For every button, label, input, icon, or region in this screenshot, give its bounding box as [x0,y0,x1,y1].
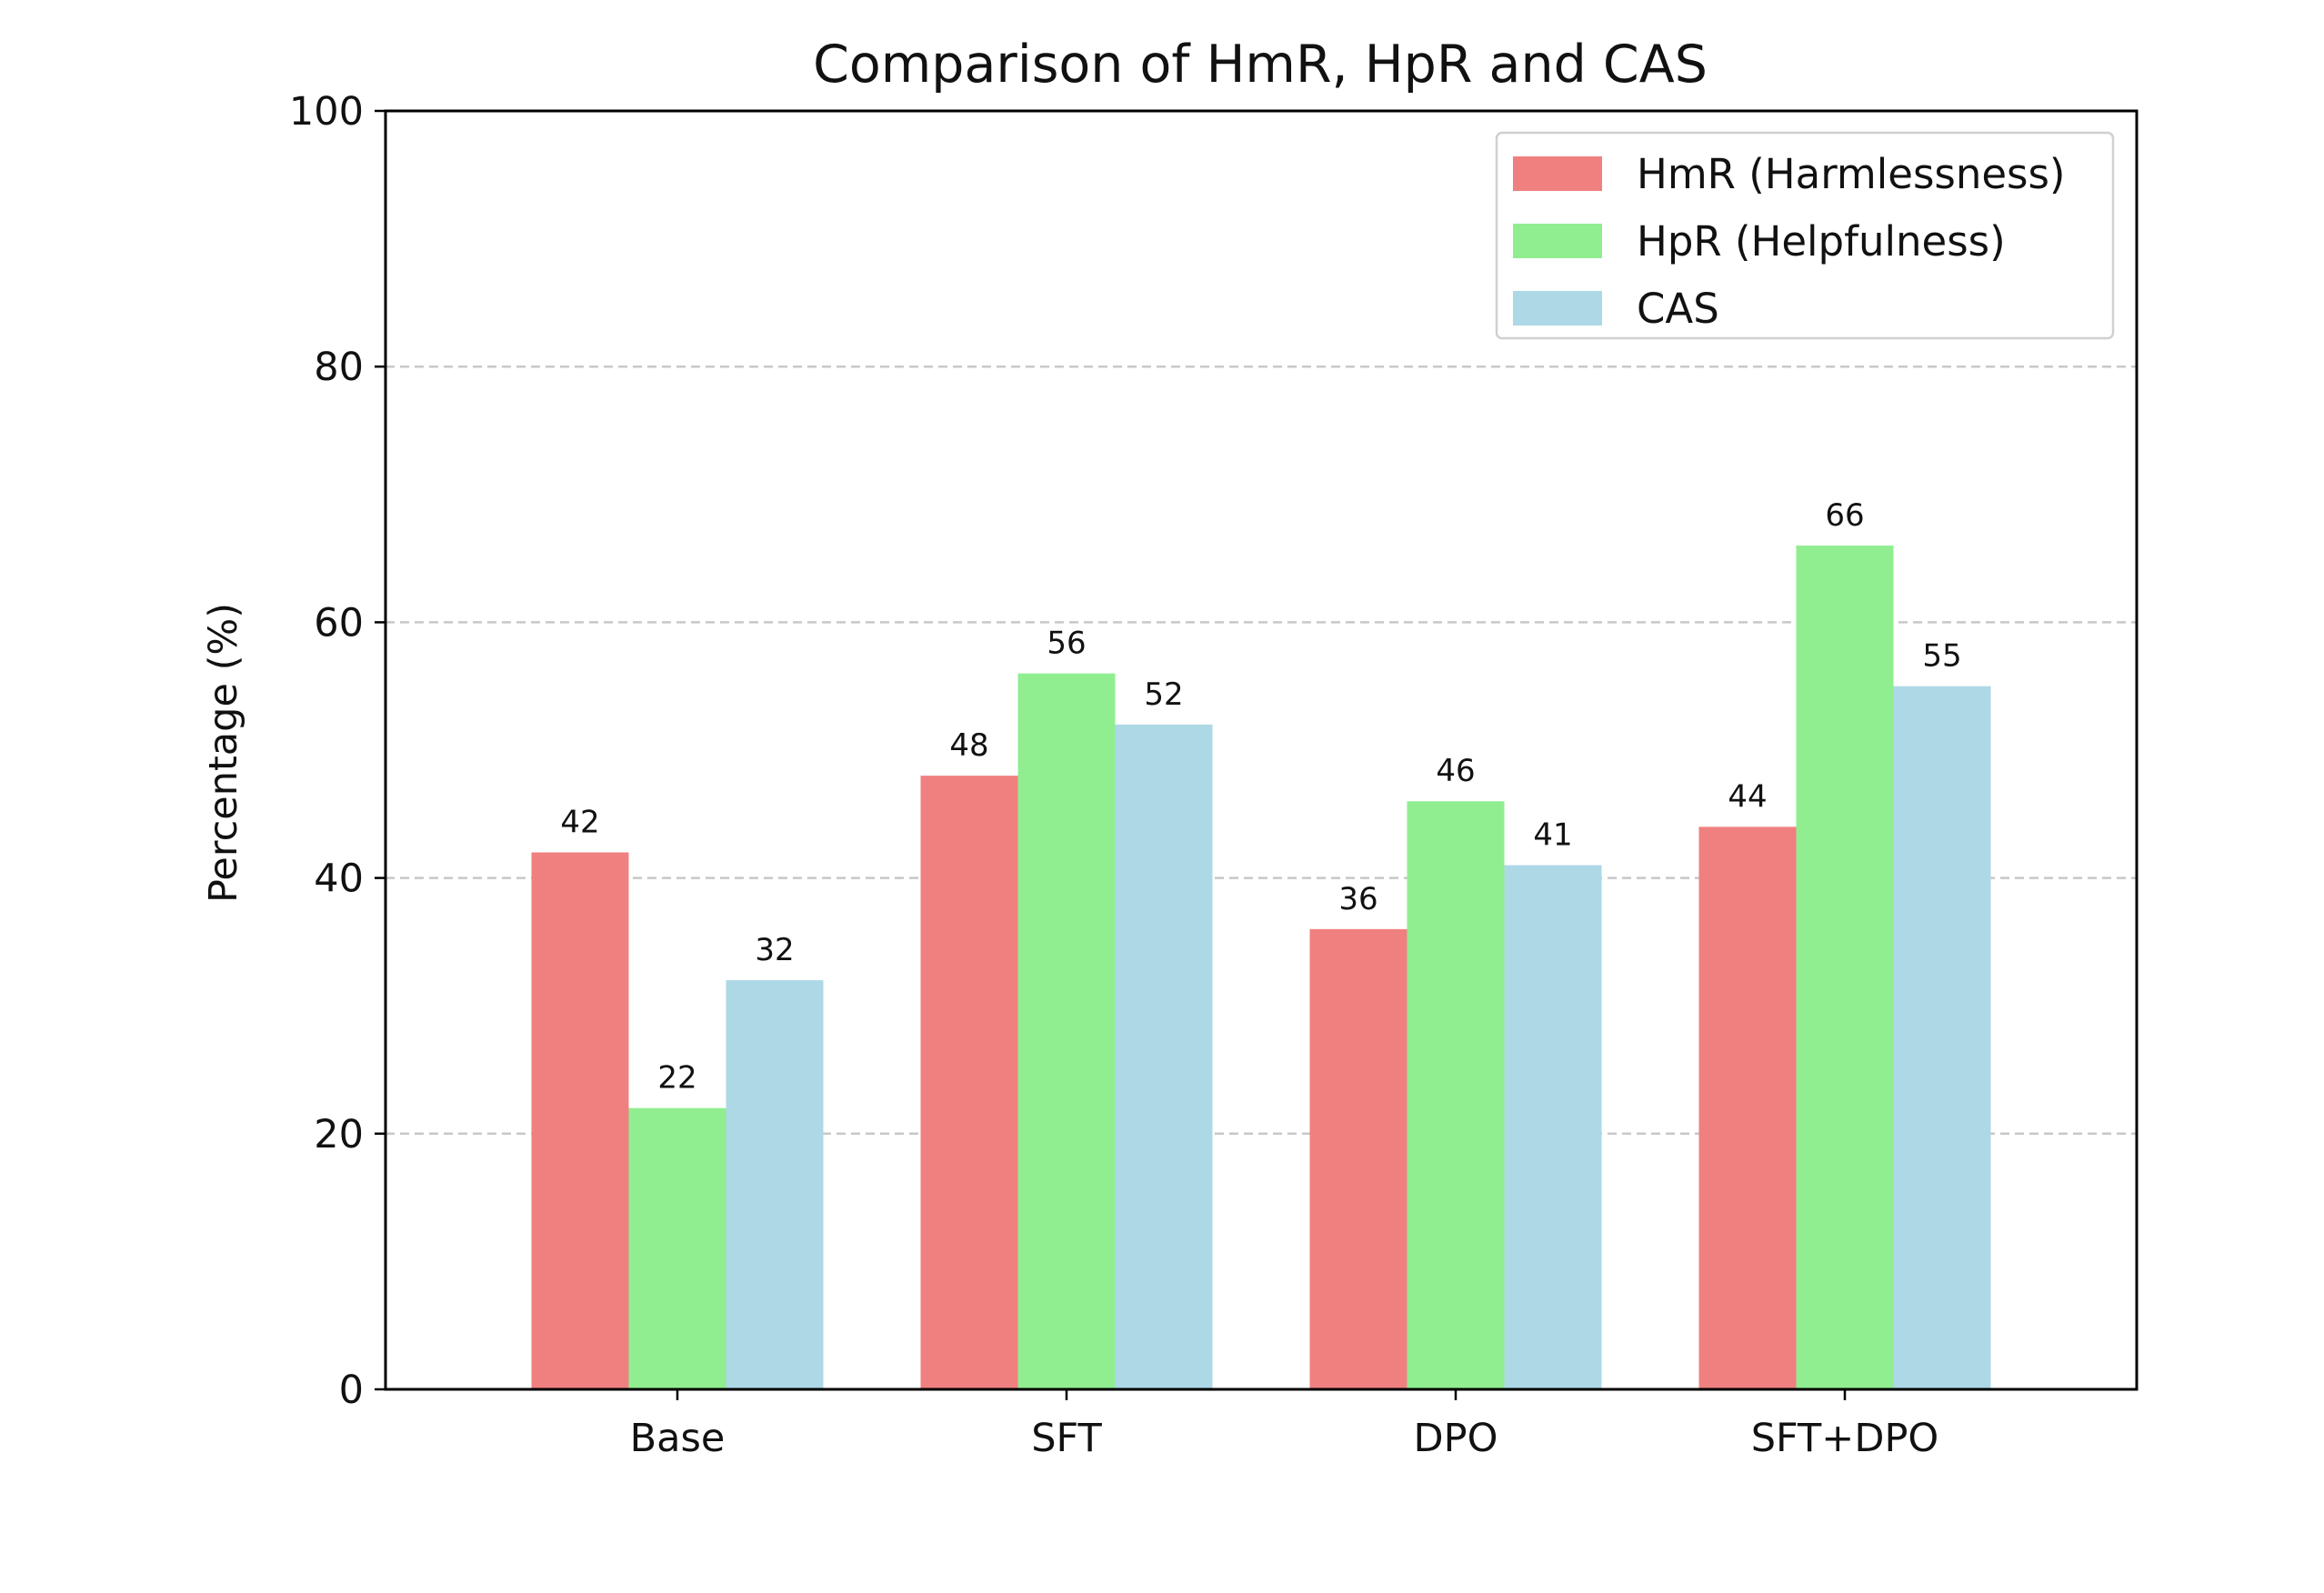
axes-layer: Base SFT DPO SFT+DPO 0 20 40 60 80 100 [289,89,2139,1461]
legend-swatch [1513,224,1602,258]
x-tick-label: SFT [1031,1416,1102,1461]
bar [1407,801,1505,1389]
data-labels-layer: 42 22 32 48 56 52 36 46 41 44 66 55 [560,497,1961,1097]
y-tick-label: 20 [314,1112,364,1157]
legend-label: CAS [1637,285,1719,333]
legend-label: HmR (Harmlessness) [1637,150,2066,198]
bar [531,852,629,1389]
x-tick-label: Base [630,1416,726,1461]
y-tick-label: 40 [314,857,364,902]
bar [1017,673,1116,1389]
data-label: 66 [1825,497,1864,534]
bar [1115,724,1213,1389]
y-tick-label: 80 [314,345,364,390]
data-label: 55 [1922,638,1961,675]
y-tick-label: 0 [339,1368,364,1413]
legend-box [1495,131,2115,340]
data-label: 42 [560,804,599,840]
y-axis-label: Percentage (%) [201,603,246,903]
plot-frame [384,109,2139,1391]
legend-label: HpR (Helpfulness) [1637,217,2006,266]
bars-layer [531,546,1991,1389]
data-label: 36 [1338,881,1377,917]
legend-swatch [1513,291,1602,326]
data-label: 48 [949,727,988,764]
data-label: 46 [1436,753,1475,789]
y-tick-label: 60 [314,600,364,646]
data-label: 22 [657,1060,696,1097]
bar [1698,827,1797,1389]
chart-title: Comparison of HmR, HpR and CAS [813,35,1708,95]
bar [1893,686,1991,1389]
data-label: 52 [1144,676,1183,713]
data-label: 56 [1047,626,1086,662]
bar [1504,865,1602,1389]
bar [1796,546,1894,1389]
legend-swatch [1513,156,1602,191]
y-tick-label: 100 [289,89,364,135]
bar [726,980,824,1389]
bar [628,1107,726,1389]
data-label: 44 [1728,778,1767,815]
legend: HmR (Harmlessness) HpR (Helpfulness) CAS [1495,131,2115,340]
bar [1309,928,1407,1389]
x-tick-label: DPO [1414,1416,1498,1461]
x-tick-label: SFT+DPO [1751,1416,1938,1461]
data-label: 32 [755,932,794,968]
data-label: 41 [1533,817,1572,854]
bar [920,776,1018,1389]
